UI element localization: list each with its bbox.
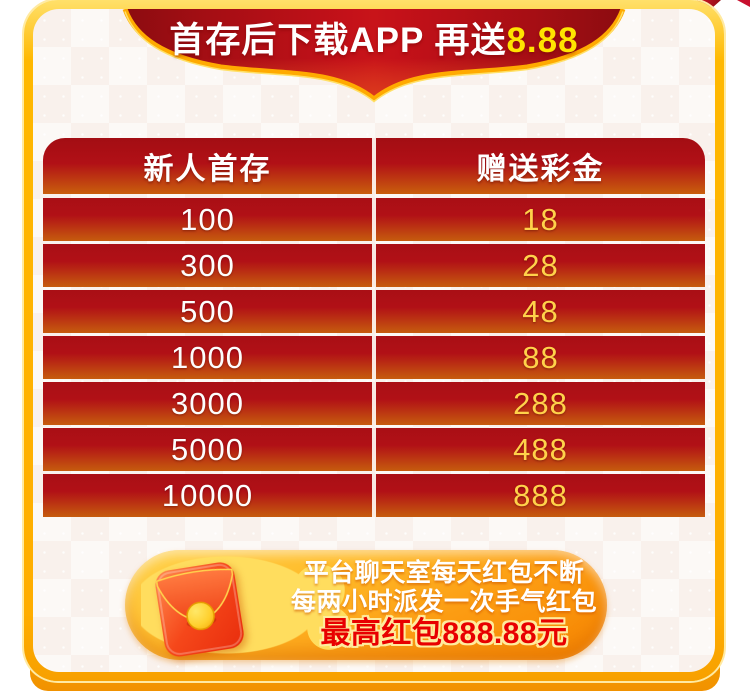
bonus-cell: 18 [522,201,559,237]
deposit-table: 新人首存 赠送彩金 100 18 300 28 500 48 [43,138,705,517]
ribbon-title-text: 首存后下载APP 再送 [169,21,507,60]
corner-ribbon-decoration-small [737,0,750,7]
table-header-bonus: 赠送彩金 [476,153,605,186]
bonus-cell: 48 [522,293,559,329]
table-header-row: 新人首存 赠送彩金 [43,138,705,194]
bonus-cell: 288 [513,385,568,421]
red-envelope-icon [155,562,244,657]
deposit-cell: 10000 [161,477,254,513]
promo-line-2: 每两小时派发一次手气红包 [290,588,597,616]
card-inner-background: 首存后下载APP 再送8.88 新人首存 赠送彩金 100 18 300 [33,9,715,672]
promo-line-max: 最高红包888.88元 [320,617,568,650]
column-divider [372,428,376,471]
table-row: 5000 488 [43,428,705,471]
ribbon-title-highlight: 8.88 [506,21,579,60]
promo-card: 首存后下载APP 再送8.88 新人首存 赠送彩金 100 18 300 [24,0,724,681]
table-row: 1000 88 [43,336,705,379]
deposit-cell: 300 [180,247,235,283]
table-header-deposit: 新人首存 [143,153,272,186]
table-row: 300 28 [43,244,705,287]
bonus-cell: 888 [513,477,568,513]
column-divider [372,382,376,425]
table-row: 100 18 [43,198,705,241]
deposit-cell: 1000 [171,339,244,375]
table-row: 500 48 [43,290,705,333]
table-row: 3000 288 [43,382,705,425]
bonus-cell: 28 [522,247,559,283]
bonus-cell: 488 [513,431,568,467]
column-divider [372,198,376,241]
deposit-cell: 100 [180,201,235,237]
table-row: 10000 888 [43,474,705,517]
promo-text-block: 平台聊天室每天红包不断 每两小时派发一次手气红包 最高红包888.88元 [287,559,601,651]
deposit-cell: 5000 [171,431,244,467]
ribbon-shape [122,9,626,103]
column-divider [372,336,376,379]
deposit-cell: 500 [180,293,235,329]
bonus-cell: 88 [522,339,559,375]
column-divider [372,290,376,333]
promo-line-1: 平台聊天室每天红包不断 [303,559,585,587]
top-ribbon-banner: 首存后下载APP 再送8.88 [33,9,715,111]
column-divider [372,244,376,287]
red-packet-promo-banner: 平台聊天室每天红包不断 每两小时派发一次手气红包 最高红包888.88元 [125,550,607,660]
deposit-cell: 3000 [171,385,244,421]
column-divider [372,138,376,194]
ribbon-title: 首存后下载APP 再送8.88 [33,21,715,61]
column-divider [372,474,376,517]
